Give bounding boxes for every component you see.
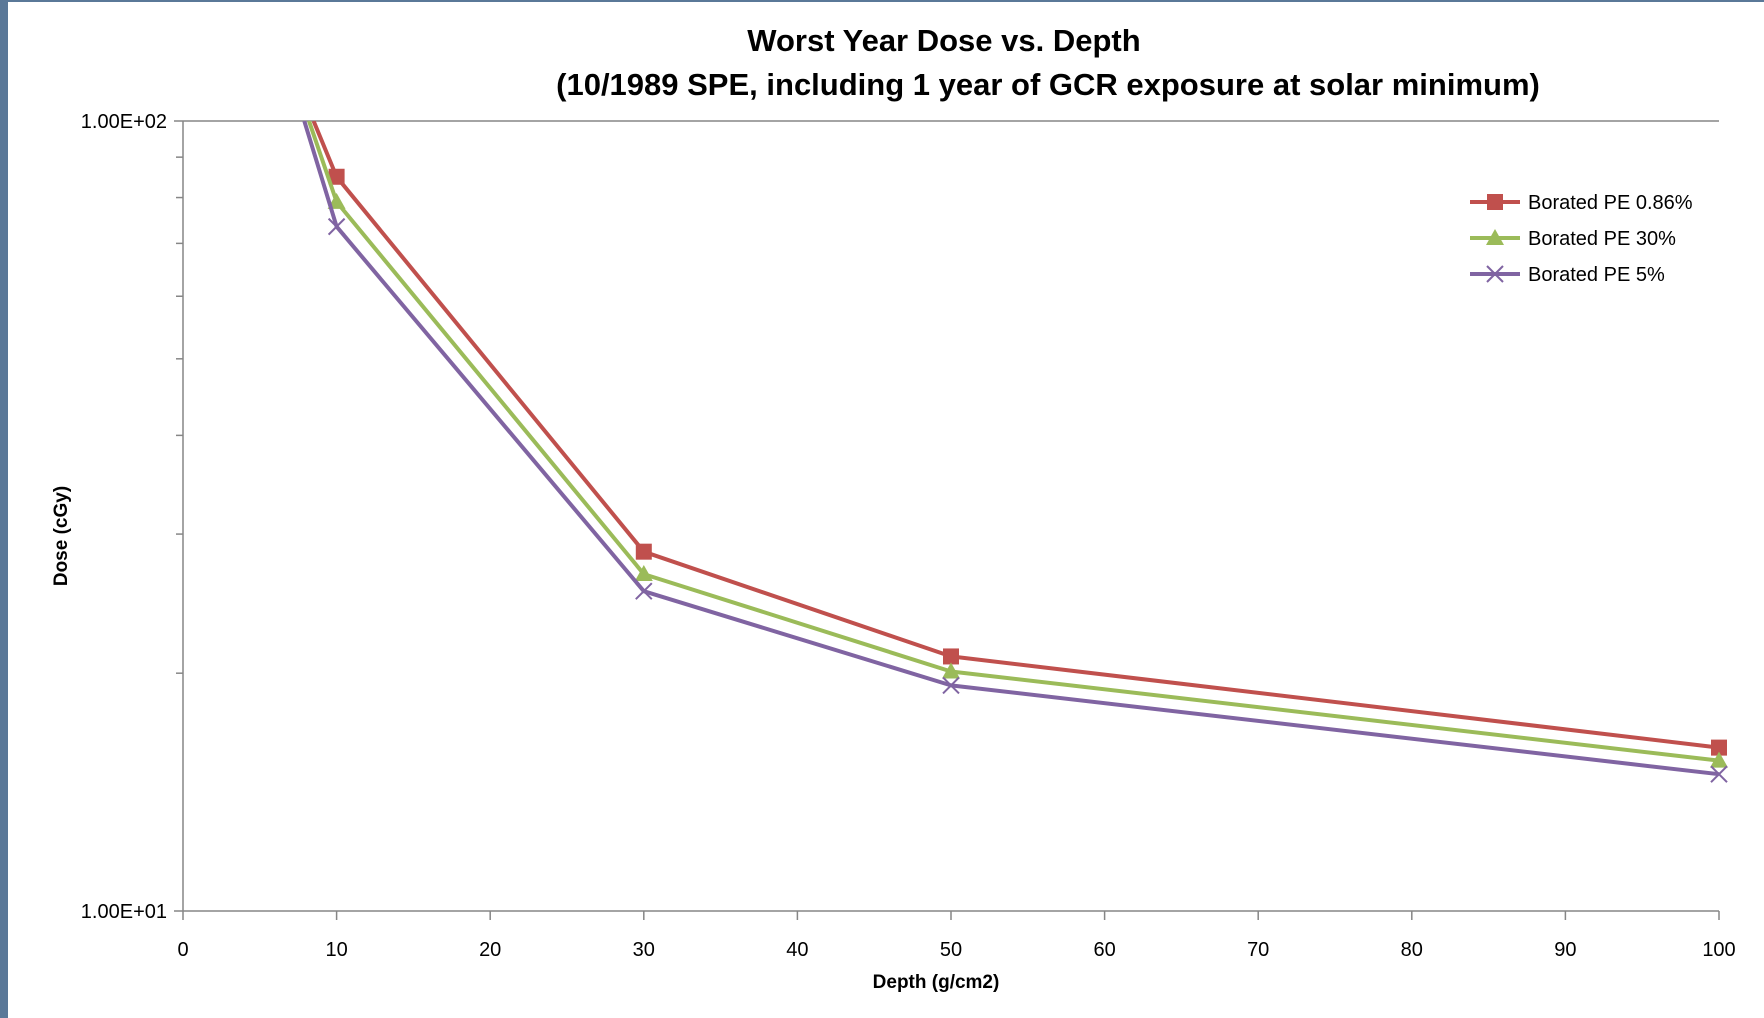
legend-item: Borated PE 30% <box>1470 228 1676 250</box>
data-point <box>635 543 652 560</box>
data-point <box>328 168 345 185</box>
series-line <box>302 121 1720 777</box>
data-point <box>1710 765 1728 783</box>
data-point <box>1710 751 1728 768</box>
x-marker-stroke <box>327 217 346 236</box>
legend-item: Borated PE 5% <box>1470 264 1665 286</box>
x-tick-label: 10 <box>325 939 347 961</box>
chart-svg: Worst Year Dose vs. Depth (10/1989 SPE, … <box>51 23 1736 993</box>
data-point <box>634 565 653 582</box>
chart-card: Worst Year Dose vs. Depth (10/1989 SPE, … <box>8 2 1764 1018</box>
legend-marker <box>1486 229 1504 245</box>
data-point <box>635 582 653 600</box>
data-point <box>1711 739 1727 756</box>
chart-subtitle: (10/1989 SPE, including 1 year of GCR ex… <box>556 67 1540 102</box>
data-point <box>942 676 960 695</box>
x-marker-stroke <box>1486 265 1504 283</box>
x-tick-label: 40 <box>786 939 808 961</box>
series-line <box>311 121 1720 750</box>
series-1 <box>311 121 1720 750</box>
x-axis-title: Depth (g/cm2) <box>873 972 1000 993</box>
data-point <box>327 192 346 209</box>
x-tick-label: 100 <box>1702 939 1735 961</box>
x-tick-label: 60 <box>1093 939 1115 961</box>
x-tick-label: 90 <box>1554 939 1576 961</box>
y-tick-label: 1.00E+02 <box>81 111 167 133</box>
x-tick-label: 70 <box>1247 939 1269 961</box>
data-point <box>943 648 959 665</box>
series-3 <box>302 121 1720 777</box>
plot-series <box>302 121 1728 783</box>
chart-legend: Borated PE 0.86% Borated PE 30% Borated PE… <box>1470 192 1693 286</box>
x-tick-label: 0 <box>177 939 188 961</box>
x-tick-label: 30 <box>633 939 655 961</box>
legend-label: Borated PE 0.86% <box>1528 192 1693 214</box>
chart-title: Worst Year Dose vs. Depth <box>747 23 1140 58</box>
data-point <box>942 662 960 679</box>
legend-item: Borated PE 0.86% <box>1470 192 1693 214</box>
y-tick-label: 1.00E+01 <box>81 901 167 923</box>
x-marker-stroke <box>635 582 653 600</box>
legend-marker <box>1487 194 1503 210</box>
legend-marker <box>1486 265 1504 283</box>
y-axis-title: Dose (cGy) <box>51 486 72 586</box>
x-tick-label: 80 <box>1401 939 1423 961</box>
legend-label: Borated PE 5% <box>1528 264 1665 286</box>
x-tick-label: 50 <box>940 939 962 961</box>
x-marker-stroke <box>942 676 960 695</box>
x-marker-stroke <box>1710 765 1728 783</box>
data-point <box>327 217 346 236</box>
legend-label: Borated PE 30% <box>1528 228 1676 250</box>
plot-axes: 1.00E+01 1.00E+02 0 10 20 30 40 50 60 70 80 90 100 <box>81 111 1736 961</box>
x-tick-label: 20 <box>479 939 501 961</box>
